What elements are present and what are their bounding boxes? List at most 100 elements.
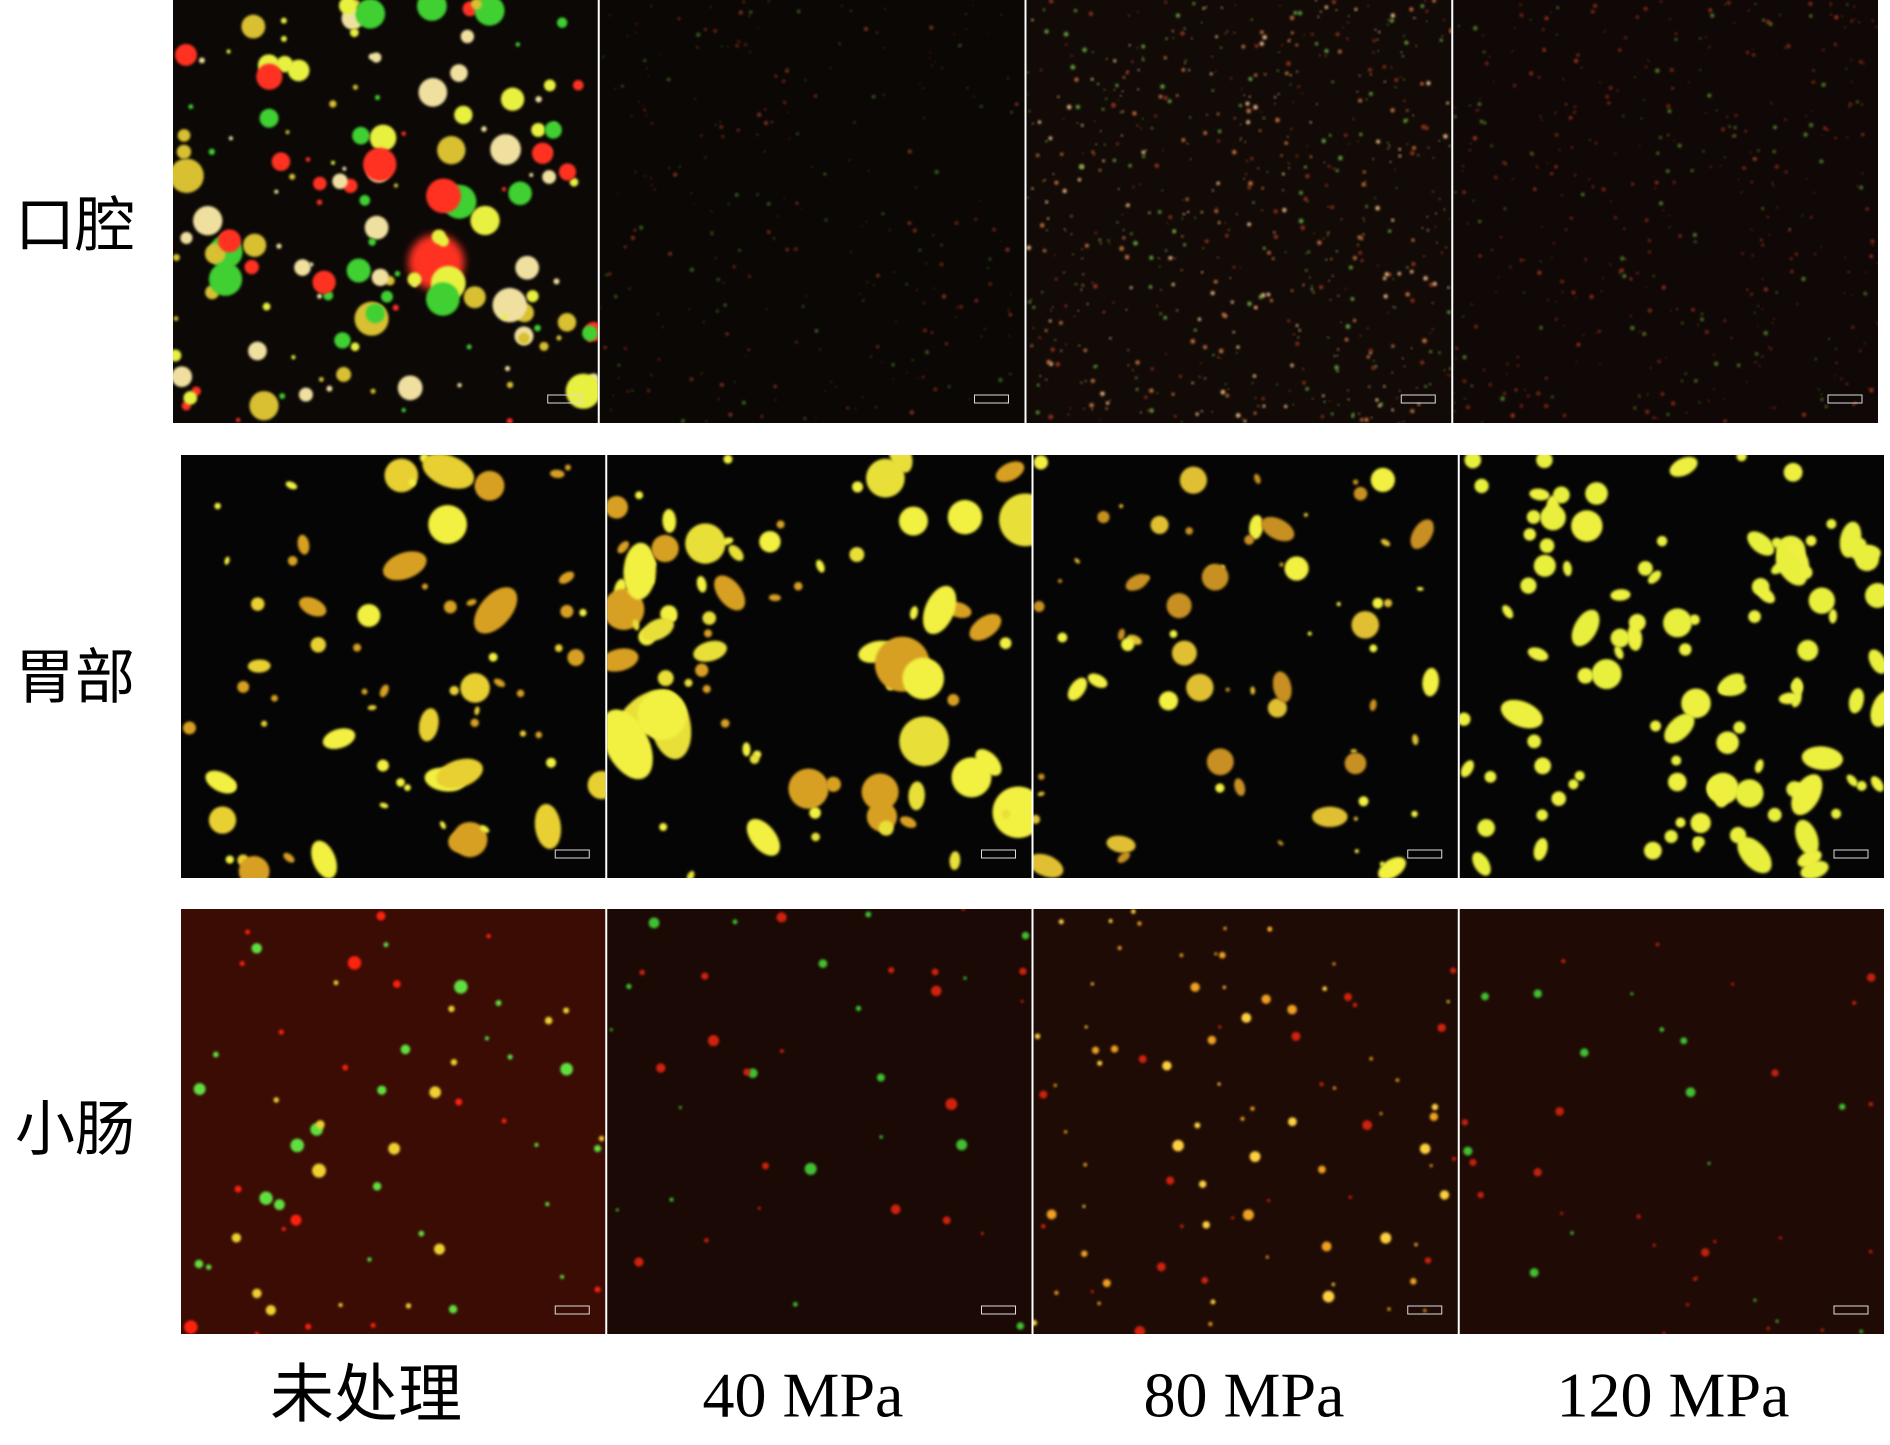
micrograph <box>181 455 606 878</box>
cell <box>1125 71 1129 75</box>
cell <box>1443 369 1446 372</box>
cell <box>1437 1023 1446 1033</box>
cell <box>1336 369 1339 373</box>
cell <box>704 156 707 159</box>
cell <box>1108 242 1111 245</box>
cell <box>874 406 877 409</box>
cell <box>1723 319 1727 322</box>
cell <box>1081 248 1083 250</box>
cell <box>1251 382 1254 384</box>
cell <box>1537 270 1542 275</box>
cell <box>757 1206 761 1210</box>
cell <box>1233 31 1236 34</box>
cell <box>470 205 500 236</box>
cell <box>1575 361 1578 364</box>
cell <box>1796 303 1799 305</box>
cell <box>1382 65 1387 69</box>
cell <box>1100 391 1105 396</box>
cell <box>1340 321 1343 324</box>
cell <box>1261 516 1295 542</box>
cell <box>607 709 653 780</box>
micrograph <box>1033 455 1458 878</box>
cell <box>1356 243 1359 247</box>
cell <box>795 201 799 205</box>
cell <box>1555 34 1558 36</box>
cell <box>422 455 475 489</box>
cell <box>1805 535 1817 547</box>
cell <box>626 35 629 37</box>
cell <box>239 961 245 967</box>
cell <box>1679 643 1692 656</box>
cell <box>1090 378 1095 383</box>
cell <box>678 1106 682 1110</box>
cell <box>1040 223 1045 228</box>
cell <box>1271 257 1275 260</box>
cell <box>1070 64 1076 70</box>
cell <box>1843 291 1846 294</box>
cell <box>1302 283 1305 286</box>
cell <box>1242 1209 1254 1221</box>
cell <box>1348 265 1353 270</box>
cell <box>1648 250 1651 254</box>
cell <box>1250 157 1254 161</box>
cell <box>1202 6 1205 10</box>
cell <box>1331 274 1334 277</box>
cell <box>544 121 562 139</box>
cell <box>732 265 736 269</box>
cell <box>1323 161 1326 164</box>
cell <box>1086 302 1089 305</box>
cell <box>1410 298 1415 303</box>
cell <box>964 13 967 16</box>
cell <box>1441 35 1444 37</box>
cell <box>1865 271 1867 274</box>
cell <box>1285 71 1289 76</box>
cell <box>814 329 819 333</box>
cell <box>1562 560 1572 577</box>
cell <box>1429 1164 1433 1168</box>
cell <box>1643 98 1646 101</box>
cell <box>1708 46 1711 49</box>
cell <box>1154 114 1157 118</box>
cell <box>1453 410 1456 413</box>
cell <box>922 328 927 333</box>
cell <box>634 1257 644 1267</box>
cell <box>1462 165 1464 168</box>
cell <box>1708 8 1713 13</box>
cell <box>1319 10 1322 13</box>
cell <box>1719 165 1722 167</box>
cells <box>182 455 606 878</box>
cell <box>1453 115 1457 119</box>
cell <box>1600 290 1603 293</box>
cell <box>1757 305 1760 307</box>
cell <box>177 129 191 142</box>
cell <box>796 132 799 136</box>
cell <box>1347 15 1350 18</box>
cell <box>1500 396 1505 401</box>
cell <box>1287 1004 1297 1015</box>
cell <box>744 43 748 47</box>
cell <box>1453 401 1456 404</box>
cell <box>1181 217 1184 220</box>
cell <box>608 14 611 17</box>
cell <box>1348 143 1351 145</box>
cell <box>516 689 525 698</box>
cell <box>1533 838 1548 861</box>
cell <box>1075 104 1081 110</box>
cell <box>1681 688 1711 719</box>
cell <box>1630 325 1635 331</box>
scale-bar <box>1827 394 1863 404</box>
cell <box>1468 149 1471 152</box>
cell <box>1362 233 1365 236</box>
cell <box>1629 314 1632 317</box>
cell <box>1352 1002 1358 1008</box>
cell <box>696 576 707 593</box>
cell <box>1474 478 1489 494</box>
cell <box>226 49 231 54</box>
cell <box>417 0 447 21</box>
cell <box>1303 512 1308 517</box>
cell <box>1575 296 1577 299</box>
cell <box>1527 734 1542 749</box>
cell <box>1048 319 1052 323</box>
cell <box>915 186 918 189</box>
scale-bar <box>547 394 583 404</box>
